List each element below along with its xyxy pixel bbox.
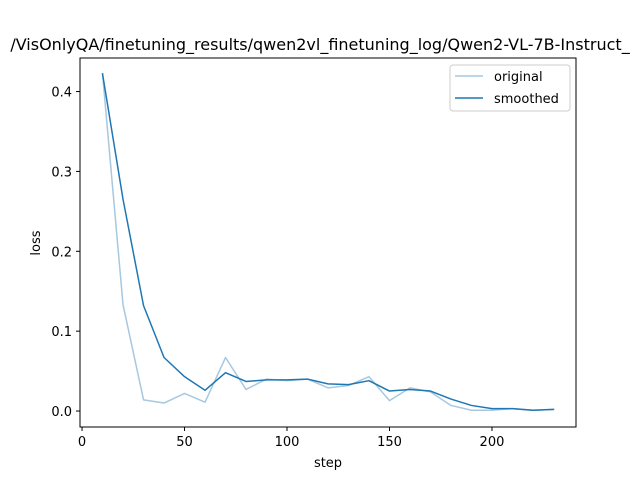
y-tick-label: 0.0	[51, 405, 72, 420]
legend: original smoothed	[449, 64, 571, 112]
y-tick-label: 0.4	[51, 86, 72, 101]
x-tick-label: 0	[78, 435, 86, 450]
series-line-smoothed	[101, 73, 555, 411]
chart-title: /VisOnlyQA/finetuning_results/qwen2vl_fi…	[10, 35, 630, 55]
x-tick-label: 200	[480, 435, 505, 450]
y-axis-label: loss	[29, 230, 44, 255]
y-tick-label: 0.2	[51, 245, 72, 260]
x-tick-label: 100	[275, 435, 300, 450]
series-line-original	[101, 73, 555, 411]
y-tick-label: 0.3	[51, 165, 72, 180]
legend-label-smoothed: smoothed	[494, 92, 559, 107]
y-tick-label: 0.1	[51, 325, 72, 340]
plot-frame	[79, 57, 577, 428]
x-axis-label: step	[314, 456, 342, 471]
x-axis-ticks: 0 50 100 150 200	[78, 427, 504, 450]
x-tick-label: 50	[176, 435, 193, 450]
series-layer	[101, 73, 555, 411]
y-axis-ticks: 0.0 0.1 0.2 0.3 0.4	[51, 86, 80, 420]
legend-label-original: original	[494, 70, 543, 85]
x-tick-label: 150	[377, 435, 402, 450]
